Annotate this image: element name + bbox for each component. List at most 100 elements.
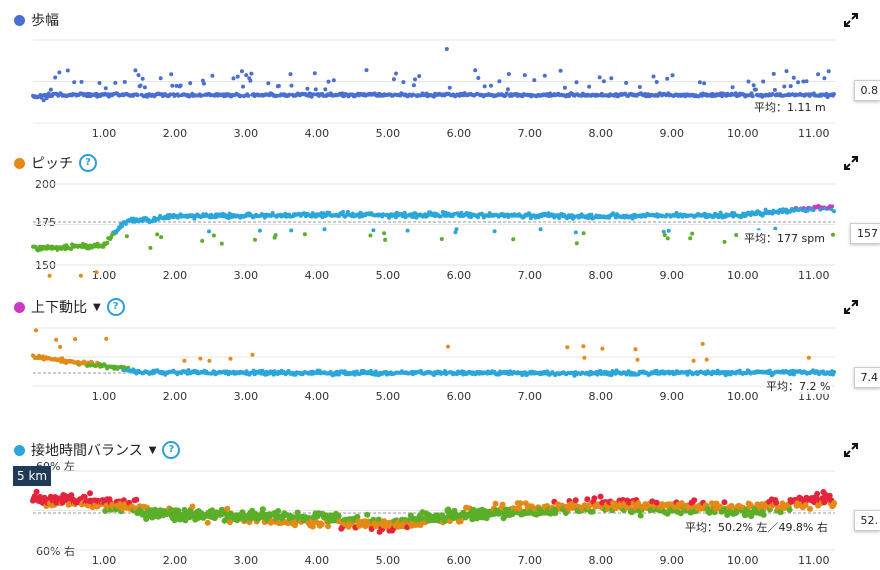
data-point [87, 490, 93, 496]
data-point [159, 76, 163, 80]
data-point [731, 85, 735, 89]
x-tick-label: 10.00 [727, 269, 759, 282]
edge-value-label: 157 [850, 223, 880, 244]
data-point [785, 69, 789, 73]
data-point [323, 227, 327, 231]
data-point [581, 344, 585, 348]
data-point [782, 85, 786, 89]
data-point [500, 502, 506, 508]
data-point [573, 497, 579, 503]
data-point [133, 68, 137, 72]
x-tick-label: 2.00 [163, 269, 188, 282]
data-point [584, 496, 590, 502]
data-point [148, 246, 152, 250]
data-point [691, 497, 697, 503]
data-point [325, 523, 331, 529]
data-point [807, 506, 813, 512]
data-point [220, 242, 224, 246]
data-point [574, 230, 578, 234]
x-tick-label: 8.00 [589, 127, 614, 140]
data-point [253, 238, 257, 242]
dropdown-caret-icon[interactable]: ▼ [93, 302, 101, 313]
cadence-chart[interactable]: 2001751501.002.003.004.005.006.007.008.0… [0, 143, 880, 283]
data-point [582, 356, 586, 360]
x-tick-label: 8.00 [589, 390, 614, 403]
data-point [559, 69, 563, 73]
help-icon[interactable]: ? [107, 298, 125, 316]
data-point [511, 237, 515, 241]
x-tick-label: 5.00 [376, 269, 401, 282]
data-point [289, 72, 293, 76]
help-icon[interactable]: ? [79, 154, 97, 172]
x-tick-label: 7.00 [518, 127, 543, 140]
data-point [692, 359, 696, 363]
data-point [505, 91, 509, 95]
data-point [113, 81, 117, 85]
data-point [170, 84, 174, 88]
stride-title: 歩幅 [31, 10, 59, 30]
x-tick-label: 7.00 [518, 554, 543, 567]
expand-icon[interactable] [844, 299, 858, 318]
data-point [690, 232, 694, 236]
data-point [241, 85, 245, 89]
data-point [200, 239, 204, 243]
edge-value-label: 52. [854, 510, 880, 531]
data-point [807, 356, 811, 360]
expand-icon[interactable] [844, 12, 858, 31]
data-point [507, 72, 511, 76]
x-tick-label: 5.00 [376, 390, 401, 403]
data-point [251, 353, 255, 357]
x-tick-label: 5.00 [376, 554, 401, 567]
data-point [141, 77, 145, 81]
data-point [303, 232, 307, 236]
data-point [314, 87, 318, 91]
gct-balance-title: 接地時間バランス [31, 440, 143, 460]
data-point [565, 345, 569, 349]
data-point [244, 73, 248, 77]
series-dot [14, 158, 25, 169]
data-point [752, 83, 756, 87]
x-tick-label: 6.00 [447, 390, 472, 403]
data-point [624, 81, 628, 85]
x-tick-label: 5.00 [376, 127, 401, 140]
data-point [827, 69, 831, 73]
x-tick-label: 10.00 [727, 127, 759, 140]
x-tick-label: 9.00 [660, 269, 685, 282]
expand-icon[interactable] [844, 442, 858, 461]
data-point [401, 80, 405, 84]
x-tick-label: 10.00 [727, 390, 759, 403]
data-point [532, 78, 536, 82]
x-tick-label: 3.00 [234, 127, 259, 140]
data-point [72, 80, 76, 84]
data-point [34, 328, 38, 332]
data-point [688, 236, 692, 240]
x-tick-label: 9.00 [660, 390, 685, 403]
data-point [598, 494, 604, 500]
data-point [34, 489, 40, 495]
expand-icon[interactable] [844, 155, 858, 174]
series-dot [14, 445, 25, 456]
help-icon[interactable]: ? [162, 441, 180, 459]
data-point [212, 234, 216, 238]
data-point [517, 500, 523, 506]
data-point [58, 345, 62, 349]
data-point [392, 77, 396, 81]
data-point [663, 233, 667, 237]
dropdown-caret-icon[interactable]: ▼ [149, 445, 157, 456]
x-tick-label: 7.00 [518, 269, 543, 282]
data-point [662, 230, 666, 234]
data-point [290, 84, 294, 88]
data-point [543, 74, 547, 78]
data-point [368, 234, 372, 238]
data-point [831, 500, 837, 506]
x-tick-label: 1.00 [92, 554, 117, 567]
data-point [609, 76, 613, 80]
data-point [582, 231, 586, 235]
x-tick-label: 6.00 [447, 269, 472, 282]
data-point [773, 500, 779, 506]
x-tick-label: 9.00 [660, 127, 685, 140]
